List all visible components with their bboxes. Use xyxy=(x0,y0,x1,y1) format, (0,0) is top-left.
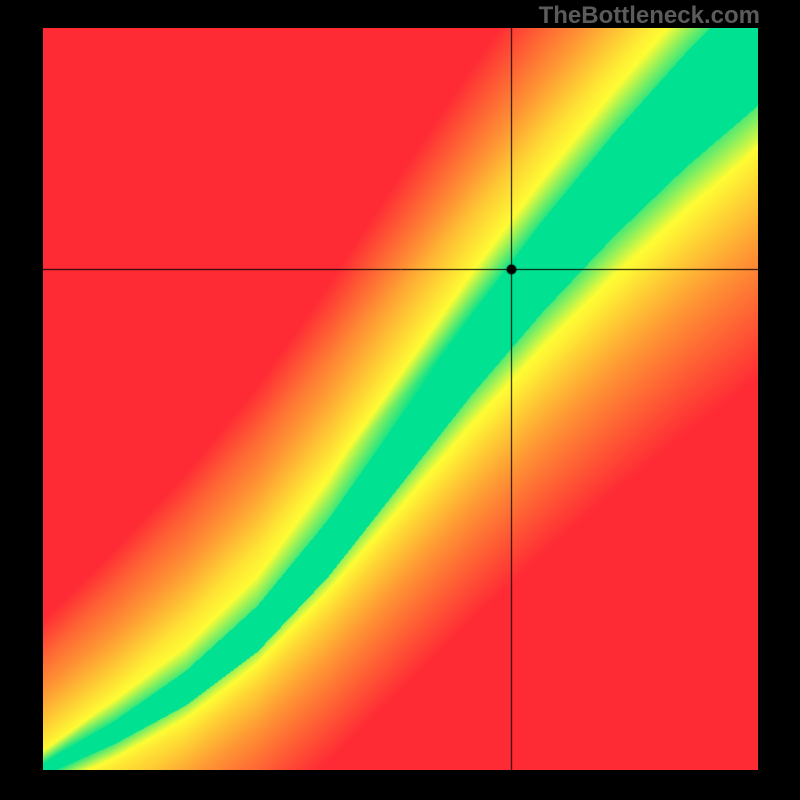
bottleneck-heatmap xyxy=(43,28,758,770)
watermark-text: TheBottleneck.com xyxy=(539,2,760,30)
chart-container: TheBottleneck.com xyxy=(0,0,800,800)
